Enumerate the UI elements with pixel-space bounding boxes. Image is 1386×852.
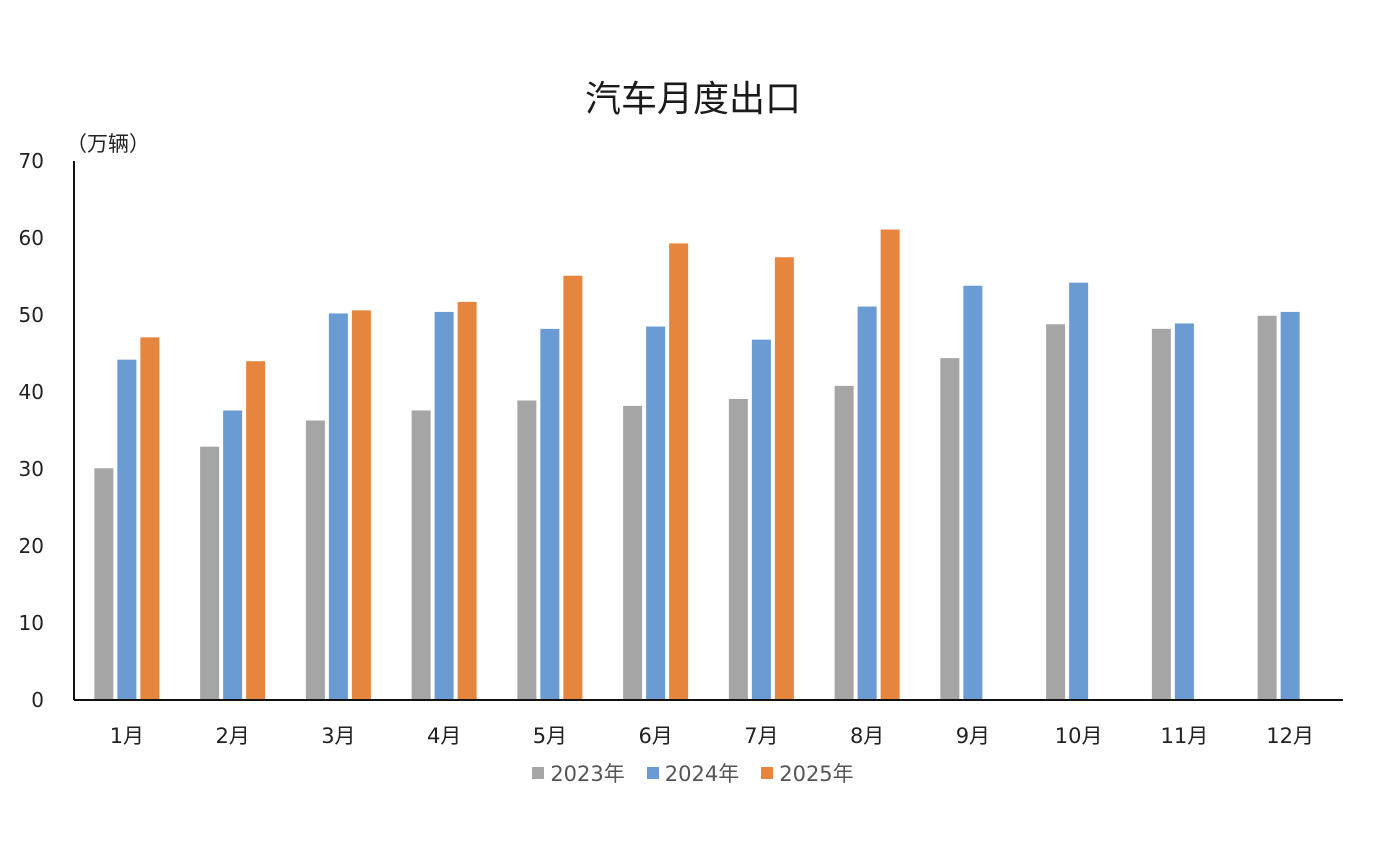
legend-item: 2023年	[532, 758, 625, 788]
bar-2024年-7月	[751, 339, 771, 700]
legend-swatch	[761, 767, 774, 779]
x-tick-label: 1月	[110, 724, 144, 748]
legend-item: 2024年	[646, 758, 740, 788]
bar-2025年-2月	[246, 361, 266, 700]
y-axis-unit-label: （万辆）	[66, 132, 150, 156]
x-tick-label: 5月	[533, 724, 567, 748]
x-tick-label: 2月	[215, 724, 249, 748]
bar-2024年-5月	[540, 328, 560, 700]
y-tick-label: 70	[19, 149, 44, 173]
bar-2025年-8月	[880, 229, 900, 700]
bar-2025年-5月	[563, 275, 583, 700]
bar-2023年-8月	[834, 385, 854, 700]
bar-2024年-2月	[223, 410, 243, 700]
bar-2025年-1月	[140, 337, 160, 700]
bar-2024年-11月	[1174, 323, 1194, 700]
y-tick-label: 20	[19, 534, 44, 558]
bar-2024年-1月	[117, 359, 137, 700]
bar-2023年-4月	[411, 410, 431, 700]
bar-2023年-10月	[1046, 324, 1066, 700]
y-tick-label: 60	[19, 226, 44, 250]
legend-label: 2024年	[664, 762, 740, 786]
legend-label: 2025年	[779, 762, 854, 786]
bar-2025年-3月	[351, 310, 371, 700]
x-tick-label: 7月	[744, 724, 778, 748]
bar-2024年-4月	[434, 311, 454, 700]
bar-2024年-12月	[1280, 311, 1300, 700]
bar-2023年-3月	[305, 420, 325, 700]
x-tick-label: 4月	[427, 724, 461, 748]
bar-2023年-7月	[728, 398, 748, 700]
bar-2023年-12月	[1257, 315, 1277, 700]
x-tick-label: 11月	[1161, 724, 1209, 748]
x-tick-label: 6月	[638, 724, 672, 748]
bar-2024年-6月	[646, 326, 666, 700]
bar-2025年-7月	[774, 257, 794, 700]
x-tick-label: 3月	[321, 724, 355, 748]
bar-2023年-6月	[623, 405, 643, 700]
chart-legend: 2023年 2024年 2025年	[0, 758, 1386, 788]
bar-2025年-6月	[669, 243, 689, 700]
legend-label: 2023年	[550, 762, 625, 786]
x-tick-label: 10月	[1055, 724, 1103, 748]
chart-title: 汽车月度出口	[584, 79, 801, 120]
x-tick-label: 12月	[1266, 724, 1314, 748]
bar-2023年-5月	[517, 400, 537, 700]
y-tick-label: 10	[19, 611, 44, 635]
bar-2024年-10月	[1069, 282, 1089, 700]
bar-2023年-11月	[1151, 328, 1171, 700]
legend-item: 2025年	[761, 758, 854, 788]
y-tick-label: 40	[19, 380, 44, 404]
legend-swatch	[532, 767, 545, 779]
bar-2023年-2月	[200, 446, 220, 700]
y-tick-label: 50	[19, 303, 44, 327]
x-tick-label: 9月	[956, 724, 990, 748]
legend-swatch	[646, 767, 659, 779]
bar-2024年-9月	[963, 285, 983, 700]
y-tick-label: 30	[19, 457, 44, 481]
x-tick-label: 8月	[850, 724, 884, 748]
y-tick-label: 0	[31, 688, 44, 712]
bar-2025年-4月	[457, 301, 477, 700]
bar-2023年-9月	[940, 358, 960, 700]
bar-2023年-1月	[94, 468, 114, 700]
bar-2024年-3月	[328, 313, 348, 700]
bar-2024年-8月	[857, 306, 877, 700]
